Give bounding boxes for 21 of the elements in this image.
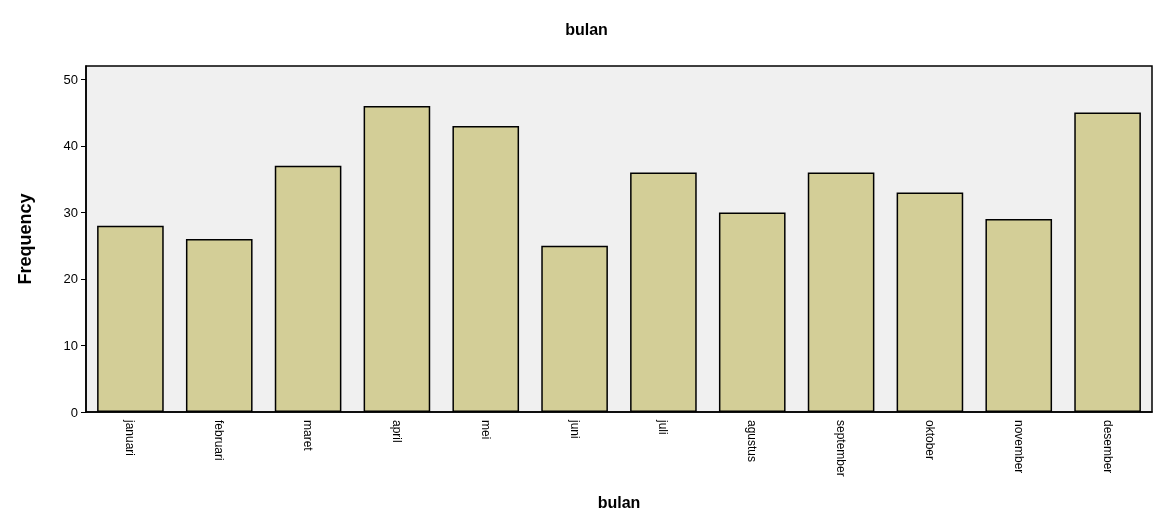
y-tick-label: 0 xyxy=(70,404,78,420)
x-tick-label: maret xyxy=(301,420,316,452)
x-tick-label: september xyxy=(834,420,849,477)
x-tick-label: november xyxy=(1011,420,1026,474)
chart-title: bulan xyxy=(565,20,608,38)
x-tick-label: agustus xyxy=(745,420,760,463)
x-tick-label: februari xyxy=(212,420,227,461)
y-tick-label: 10 xyxy=(63,337,78,353)
x-tick-label: mei xyxy=(478,420,493,440)
x-tick-label: oktober xyxy=(922,420,937,461)
y-tick-label: 40 xyxy=(63,138,78,154)
x-tick-label: januari xyxy=(123,419,138,457)
x-tick-label: juli xyxy=(656,419,671,435)
x-tick-label: desember xyxy=(1100,420,1115,474)
y-tick-label: 20 xyxy=(63,271,78,287)
x-axis-title: bulan xyxy=(597,493,641,511)
y-tick-label: 50 xyxy=(63,71,78,87)
x-tick-label: juni xyxy=(567,419,582,439)
y-tick-label: 30 xyxy=(63,204,78,220)
y-axis-title: Frequency xyxy=(15,193,35,285)
x-tick-label: april xyxy=(389,420,404,443)
